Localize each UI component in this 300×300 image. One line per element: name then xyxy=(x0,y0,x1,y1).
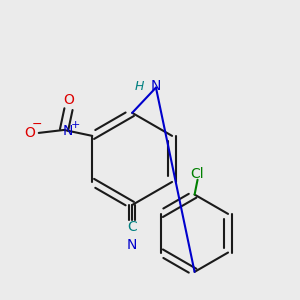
Text: C: C xyxy=(127,220,137,234)
Text: −: − xyxy=(32,118,43,131)
Text: H: H xyxy=(135,80,144,93)
Text: Cl: Cl xyxy=(191,167,204,181)
Text: N: N xyxy=(63,124,73,138)
Text: O: O xyxy=(63,93,74,107)
Text: +: + xyxy=(70,121,80,130)
Text: N: N xyxy=(127,238,137,252)
Text: N: N xyxy=(151,79,161,93)
Text: O: O xyxy=(24,126,35,140)
